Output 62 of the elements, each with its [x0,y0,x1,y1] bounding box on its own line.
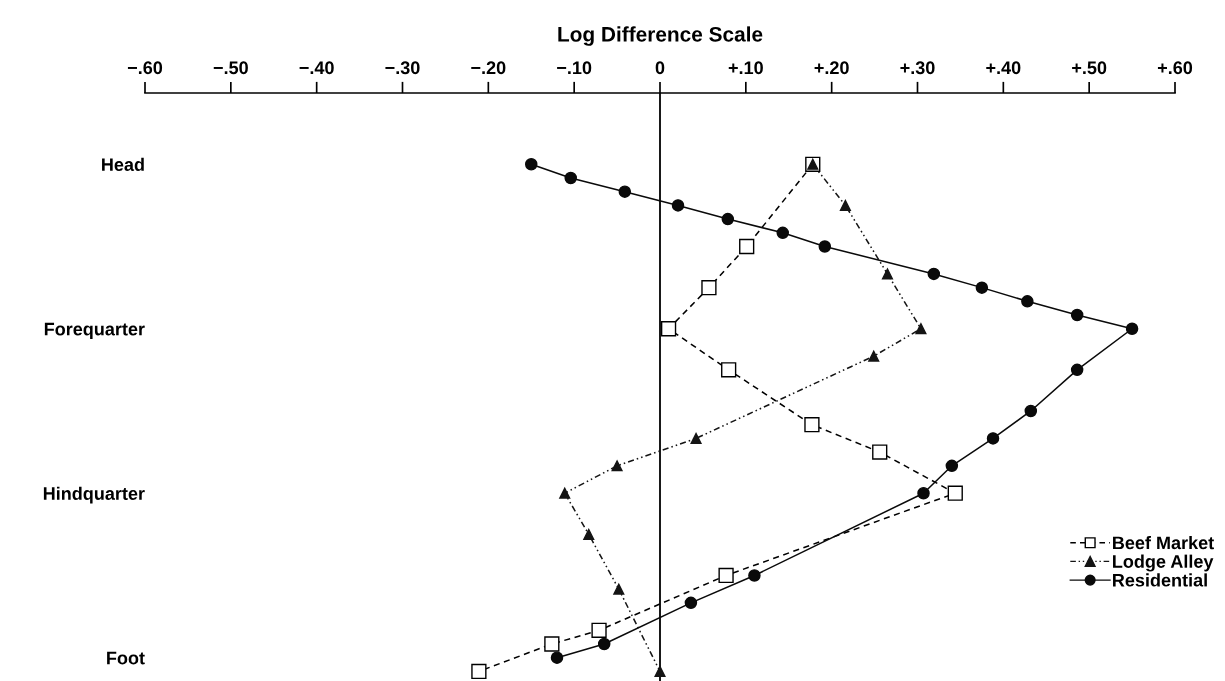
point [611,460,623,472]
point [1024,404,1038,418]
point [564,171,577,185]
point [1125,322,1139,335]
x-tick-label: +.20 [814,61,849,75]
point [718,567,734,584]
x-tick-label: −.30 [385,61,420,75]
point [915,323,927,335]
point [583,528,595,540]
point [613,583,625,595]
point [660,321,677,337]
point [690,432,702,444]
point [597,637,611,651]
point [945,459,959,473]
x-tick-label: +.40 [986,61,1021,75]
point [804,417,820,433]
point [881,268,894,280]
point [872,444,888,460]
x-tick-label: −.50 [213,61,248,75]
point [559,487,571,499]
point [618,185,632,198]
point [986,432,1000,445]
x-tick-label: +.50 [1072,61,1107,75]
point [868,350,880,362]
x-tick-label: −.20 [471,61,506,75]
point [839,199,851,211]
x-tick-label: −.40 [299,61,334,75]
x-tick-label: −.10 [557,61,592,75]
point [1070,308,1084,322]
point [748,569,761,582]
point [591,622,607,638]
x-tick-label: +.60 [1157,61,1193,75]
point [471,663,487,680]
point [776,226,789,240]
legend-label: Residential [1113,573,1207,587]
y-tick-label: Hindquarter [43,486,145,504]
point [721,362,737,378]
x-tick-label: +.10 [728,61,763,75]
legend-label: Beef Market [1113,535,1214,550]
x-tick-label: +.30 [900,61,935,75]
point [524,158,538,171]
point [1021,295,1034,308]
point [684,596,698,610]
point [818,240,832,253]
x-tick-label: 0 [655,61,665,75]
point [544,636,560,652]
point [1070,363,1084,377]
point [739,238,755,255]
point [917,486,930,500]
point [975,281,989,294]
point [947,485,963,501]
point [701,279,717,296]
y-tick-label: Foot [107,651,145,665]
x-tick-label: −.60 [127,61,163,75]
point [721,212,735,226]
point [927,267,941,281]
y-tick-label: Head [102,157,144,171]
point [550,651,564,664]
legend-label: Lodge Alley [1113,554,1214,572]
y-tick-label: Forequarter [44,322,145,340]
x-axis-title: Log Difference Scale [558,26,763,46]
point [671,199,685,212]
